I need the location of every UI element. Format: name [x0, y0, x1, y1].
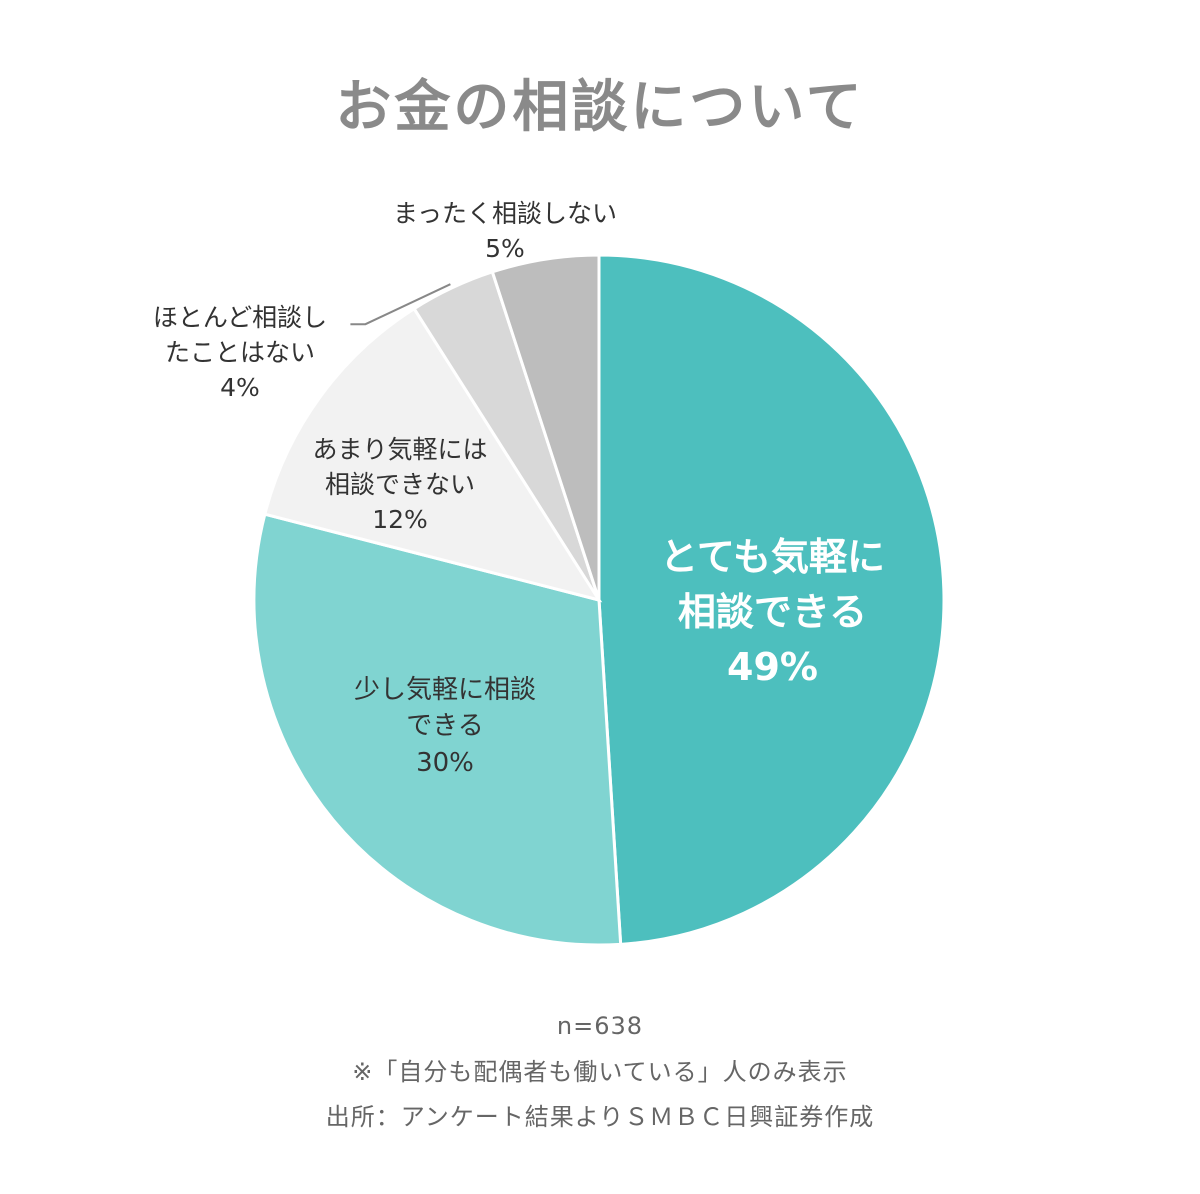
chart-notes: n=638 ※「自分も配偶者も働いている」人のみ表示 出所：アンケート結果よりＳ…	[0, 1004, 1200, 1141]
slice-label-line: 少し気軽に相談	[353, 675, 536, 705]
slice-very-easy	[597, 253, 946, 946]
slice-label-line: まったく相談しない	[392, 199, 617, 228]
leader-line	[350, 283, 451, 326]
slice-label-never: まったく相談しない 5%	[360, 196, 650, 266]
slice-label-somewhat-easy: 少し気軽に相談 できる 30%	[300, 672, 590, 781]
slice-label-line: できる	[406, 711, 484, 742]
slice-label-line: たことはない	[164, 338, 315, 367]
slice-label-not-easy: あまり気軽には 相談できない 12%	[280, 432, 520, 537]
slice-label-line: あまり気軽には	[312, 435, 488, 464]
slice-not-easy	[263, 306, 603, 603]
slice-label-value: 5%	[485, 234, 525, 263]
chart-title: お金の相談について	[335, 75, 865, 140]
slice-label-value: 30%	[416, 747, 474, 778]
scope-note: ※「自分も配偶者も働いている」人のみ表示	[352, 1057, 848, 1086]
slice-never	[490, 253, 601, 601]
slice-label-line: ほとんど相談し	[152, 303, 328, 332]
slice-label-value: 12%	[372, 505, 428, 534]
source-note: 出所：アンケート結果よりＳＭＢＣ日興証券作成	[325, 1103, 875, 1132]
slice-label-rarely: ほとんど相談し たことはない 4%	[130, 300, 350, 405]
slice-label-line: 相談できない	[324, 470, 475, 499]
slice-label-line: とても気軽に	[660, 535, 885, 579]
slice-label-value: 49%	[727, 645, 818, 690]
slice-label-value: 4%	[220, 373, 260, 402]
sample-size: n=638	[556, 1012, 644, 1040]
slice-label-line: 相談できる	[677, 590, 868, 635]
slice-somewhat-easy	[252, 512, 623, 947]
slice-label-very-easy: とても気軽に 相談できる 49%	[600, 530, 945, 695]
